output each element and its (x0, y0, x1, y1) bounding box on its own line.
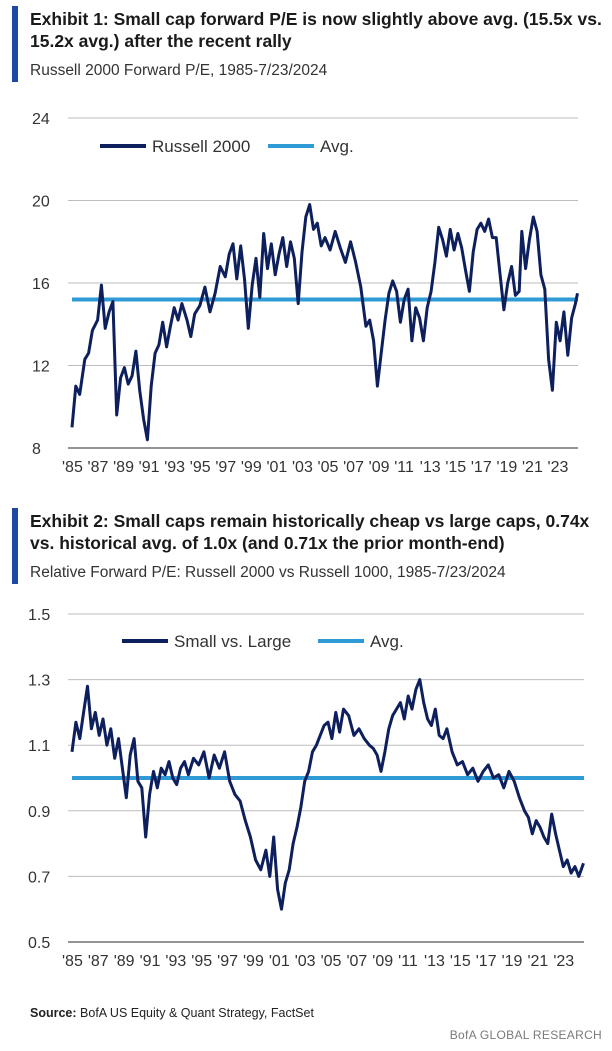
chart2-xtick-label: '99 (243, 953, 264, 970)
chart1-legend-label-series: Russell 2000 (152, 137, 250, 156)
chart1-russell2000-forward-pe: 24 20 16 12 8 '85 '87'89 '91'93 '95'97 '99'01 '03 '… (32, 111, 579, 476)
exhibit1-title: Exhibit 1: Small cap forward P/E is now … (30, 9, 602, 51)
exhibit1-header: Exhibit 1: Small cap forward P/E is now … (0, 0, 612, 84)
chart2-xtick-label: '85 (62, 953, 83, 970)
chart1-xtick-label: '89 (113, 459, 134, 476)
chart1-xtick-label: '07 (343, 459, 364, 476)
source-label: Source: (30, 1006, 77, 1020)
chart1-xtick-label: '99 (241, 459, 262, 476)
source-text: BofA US Equity & Quant Strategy, FactSet (80, 1006, 314, 1020)
chart2-xtick-label: '23 (553, 953, 574, 970)
chart1-ytick-label: 20 (32, 194, 50, 211)
exhibit2-subtitle: Relative Forward P/E: Russell 2000 vs Ru… (30, 564, 506, 581)
chart1-xtick-label: '13 (420, 459, 441, 476)
chart1-xtick-label: '21 (522, 459, 543, 476)
brand-label: BofA GLOBAL RESEARCH (449, 1028, 602, 1042)
chart2-xtick-label: '05 (321, 953, 342, 970)
exhibit1-accent-bar (12, 6, 18, 82)
chart1-xtick-label: '01 (266, 459, 287, 476)
chart2-ytick-label: 0.9 (28, 804, 50, 821)
chart2-xtick-label: '09 (372, 953, 393, 970)
chart1-xtick-label: '85 (62, 459, 83, 476)
chart1-series-line (70, 203, 579, 442)
chart2-xtick-label: '19 (502, 953, 523, 970)
chart1-xtick-label: '91 (139, 459, 160, 476)
chart1-xtick-label: '23 (548, 459, 569, 476)
chart2-legend-label-series: Small vs. Large (174, 632, 291, 651)
exhibit2-title: Exhibit 2: Small caps remain historicall… (30, 511, 590, 553)
chart1-xtick-label: '09 (369, 459, 390, 476)
exhibit1-subtitle: Russell 2000 Forward P/E, 1985-7/23/2024 (30, 62, 328, 79)
chart2-relative-forward-pe: 1.5 1.3 1.1 0.9 0.7 0.5 '85 '87 '89 '91'93 '95 '97 '… (28, 607, 585, 970)
chart2-ytick-label: 1.1 (28, 738, 50, 755)
chart2-ytick-label: 1.5 (28, 607, 50, 624)
chart2-xtick-label: '97 (217, 953, 238, 970)
chart2-xtick-label: '91 (140, 953, 161, 970)
chart1-ytick-label: 16 (32, 276, 50, 293)
chart2-xtick-label: '95 (191, 953, 212, 970)
chart1-xtick-label: '93 (164, 459, 185, 476)
chart1-xtick-label: '19 (496, 459, 517, 476)
chart2-xtick-label: '89 (114, 953, 135, 970)
chart2-ytick-label: 0.7 (28, 869, 50, 886)
chart2-xtick-label: '13 (424, 953, 445, 970)
chart1-xtick-label: '05 (318, 459, 339, 476)
chart2-xtick-label: '15 (450, 953, 471, 970)
chart1-xtick-label: '95 (190, 459, 211, 476)
chart2-xtick-label: '03 (295, 953, 316, 970)
chart2-xtick-label: '87 (88, 953, 109, 970)
chart2-xtick-label: '01 (269, 953, 290, 970)
chart1-legend-label-avg: Avg. (320, 137, 354, 156)
chart2-xtick-label: '93 (165, 953, 186, 970)
chart1-xtick-label: '15 (445, 459, 466, 476)
chart2-xtick-label: '11 (398, 953, 418, 970)
chart2-series-line (70, 678, 585, 911)
chart1-xtick-label: '03 (292, 459, 313, 476)
chart2-ytick-label: 0.5 (28, 935, 50, 952)
chart1-ytick-label: 12 (32, 359, 50, 376)
exhibit2-header: Exhibit 2: Small caps remain historicall… (0, 502, 612, 586)
chart1-ytick-label: 24 (32, 111, 50, 128)
chart1-xtick-label: '17 (471, 459, 492, 476)
exhibit2-accent-bar (12, 508, 18, 584)
source-note: Source: BofA US Equity & Quant Strategy,… (30, 1006, 314, 1020)
chart2-xtick-label: '17 (476, 953, 497, 970)
chart1-xtick-label: '11 (394, 459, 414, 476)
chart1-xtick-label: '97 (215, 459, 236, 476)
chart1-xtick-label: '87 (88, 459, 109, 476)
chart1-ytick-label: 8 (32, 441, 41, 458)
chart2-xtick-label: '21 (527, 953, 548, 970)
chart2-legend-label-avg: Avg. (370, 632, 404, 651)
chart2-xtick-label: '07 (346, 953, 367, 970)
chart2-ytick-label: 1.3 (28, 673, 50, 690)
